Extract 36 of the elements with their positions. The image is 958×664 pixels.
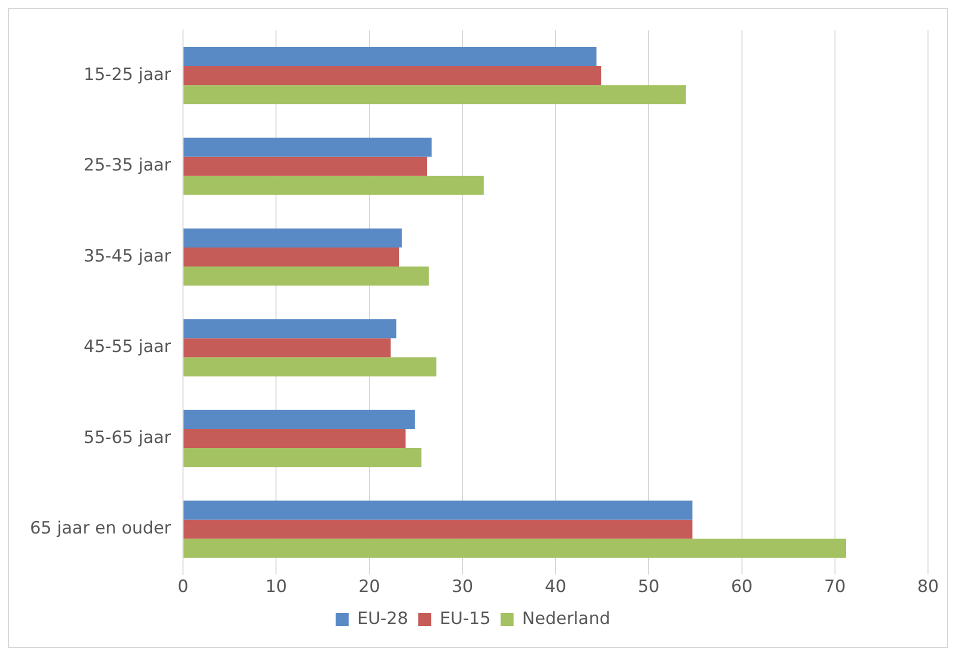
y-tick-label: 45-55 jaar xyxy=(84,337,172,358)
y-tick-label: 25-35 jaar xyxy=(84,156,172,176)
bar xyxy=(184,248,400,267)
bar xyxy=(184,357,436,376)
bar xyxy=(184,338,391,358)
bar xyxy=(184,46,596,66)
bar xyxy=(184,138,432,157)
x-tick-label: 70 xyxy=(824,577,846,598)
bar xyxy=(184,428,406,448)
bar xyxy=(184,228,402,248)
bar xyxy=(184,85,686,104)
bar xyxy=(184,538,846,558)
x-tick-label: 60 xyxy=(730,577,753,598)
bar xyxy=(184,66,602,86)
bar xyxy=(184,500,692,520)
bar xyxy=(184,319,396,338)
x-tick-label: 50 xyxy=(638,577,660,598)
x-tick-label: 20 xyxy=(358,577,380,598)
legend-label: EU-28 xyxy=(357,608,408,629)
x-tick-label: 30 xyxy=(452,577,474,598)
y-tick-label: 65 jaar en ouder xyxy=(30,518,172,539)
bar xyxy=(184,520,692,539)
y-tick-label: 15-25 jaar xyxy=(84,64,172,85)
y-tick-label: 55-65 jaar xyxy=(84,428,172,448)
bar xyxy=(184,266,429,286)
x-tick-label: 10 xyxy=(265,577,287,598)
x-tick-label: 0 xyxy=(178,577,188,598)
bar xyxy=(184,176,484,195)
x-tick-label: 40 xyxy=(544,577,566,598)
bar xyxy=(184,156,428,176)
x-tick-label: 80 xyxy=(917,577,939,598)
bar xyxy=(184,410,415,429)
y-tick-label: 35-45 jaar xyxy=(84,246,172,266)
legend-label: Nederland xyxy=(522,608,610,629)
bar xyxy=(184,448,422,468)
legend-label: EU-15 xyxy=(440,608,491,629)
